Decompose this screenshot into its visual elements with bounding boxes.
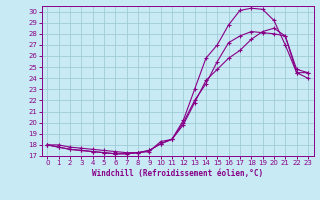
X-axis label: Windchill (Refroidissement éolien,°C): Windchill (Refroidissement éolien,°C) xyxy=(92,169,263,178)
